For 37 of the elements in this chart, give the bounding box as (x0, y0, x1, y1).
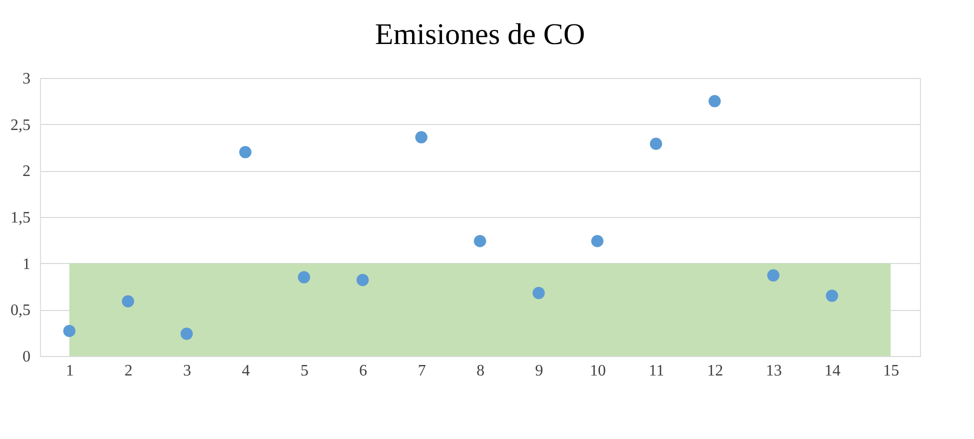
point (708, 95, 721, 108)
y-tick-label: 2,5 (10, 116, 30, 134)
y-tick-label: 0 (22, 348, 30, 366)
x-tick-label: 15 (883, 362, 900, 380)
chart-title: Emisiones de CO (375, 18, 585, 51)
point (356, 274, 369, 286)
y-tick-label: 3 (22, 70, 30, 88)
x-tick-label: 10 (590, 362, 606, 380)
y-tick-label: 1 (22, 256, 30, 273)
y-tick-label: 0,5 (10, 302, 30, 320)
x-tick-label: 3 (183, 362, 192, 380)
x-tick-label: 1 (66, 362, 74, 380)
x-tick-label: 7 (418, 362, 426, 380)
x-tick-label: 4 (242, 362, 250, 380)
x-tick-label: 14 (824, 362, 840, 380)
point (415, 131, 428, 144)
y-tick-label: 1,5 (10, 210, 30, 226)
point (239, 146, 252, 158)
point (63, 324, 76, 338)
point (826, 290, 838, 302)
x-tick-label: 12 (707, 362, 724, 380)
point (532, 286, 545, 300)
x-tick-label: 13 (766, 362, 782, 380)
x-tick-label: 11 (648, 362, 664, 380)
point (180, 328, 193, 340)
x-tick-label: 6 (359, 362, 368, 380)
x-tick-label: 2 (124, 362, 132, 380)
y-tick-label: 2 (22, 163, 30, 180)
point (650, 138, 662, 150)
x-tick-label: 8 (476, 362, 484, 380)
point (767, 269, 780, 282)
point (591, 234, 604, 248)
point (122, 295, 134, 308)
x-tick-label: 5 (300, 362, 308, 380)
point (474, 234, 486, 248)
x-tick-label: 9 (535, 362, 544, 380)
point (298, 271, 310, 284)
